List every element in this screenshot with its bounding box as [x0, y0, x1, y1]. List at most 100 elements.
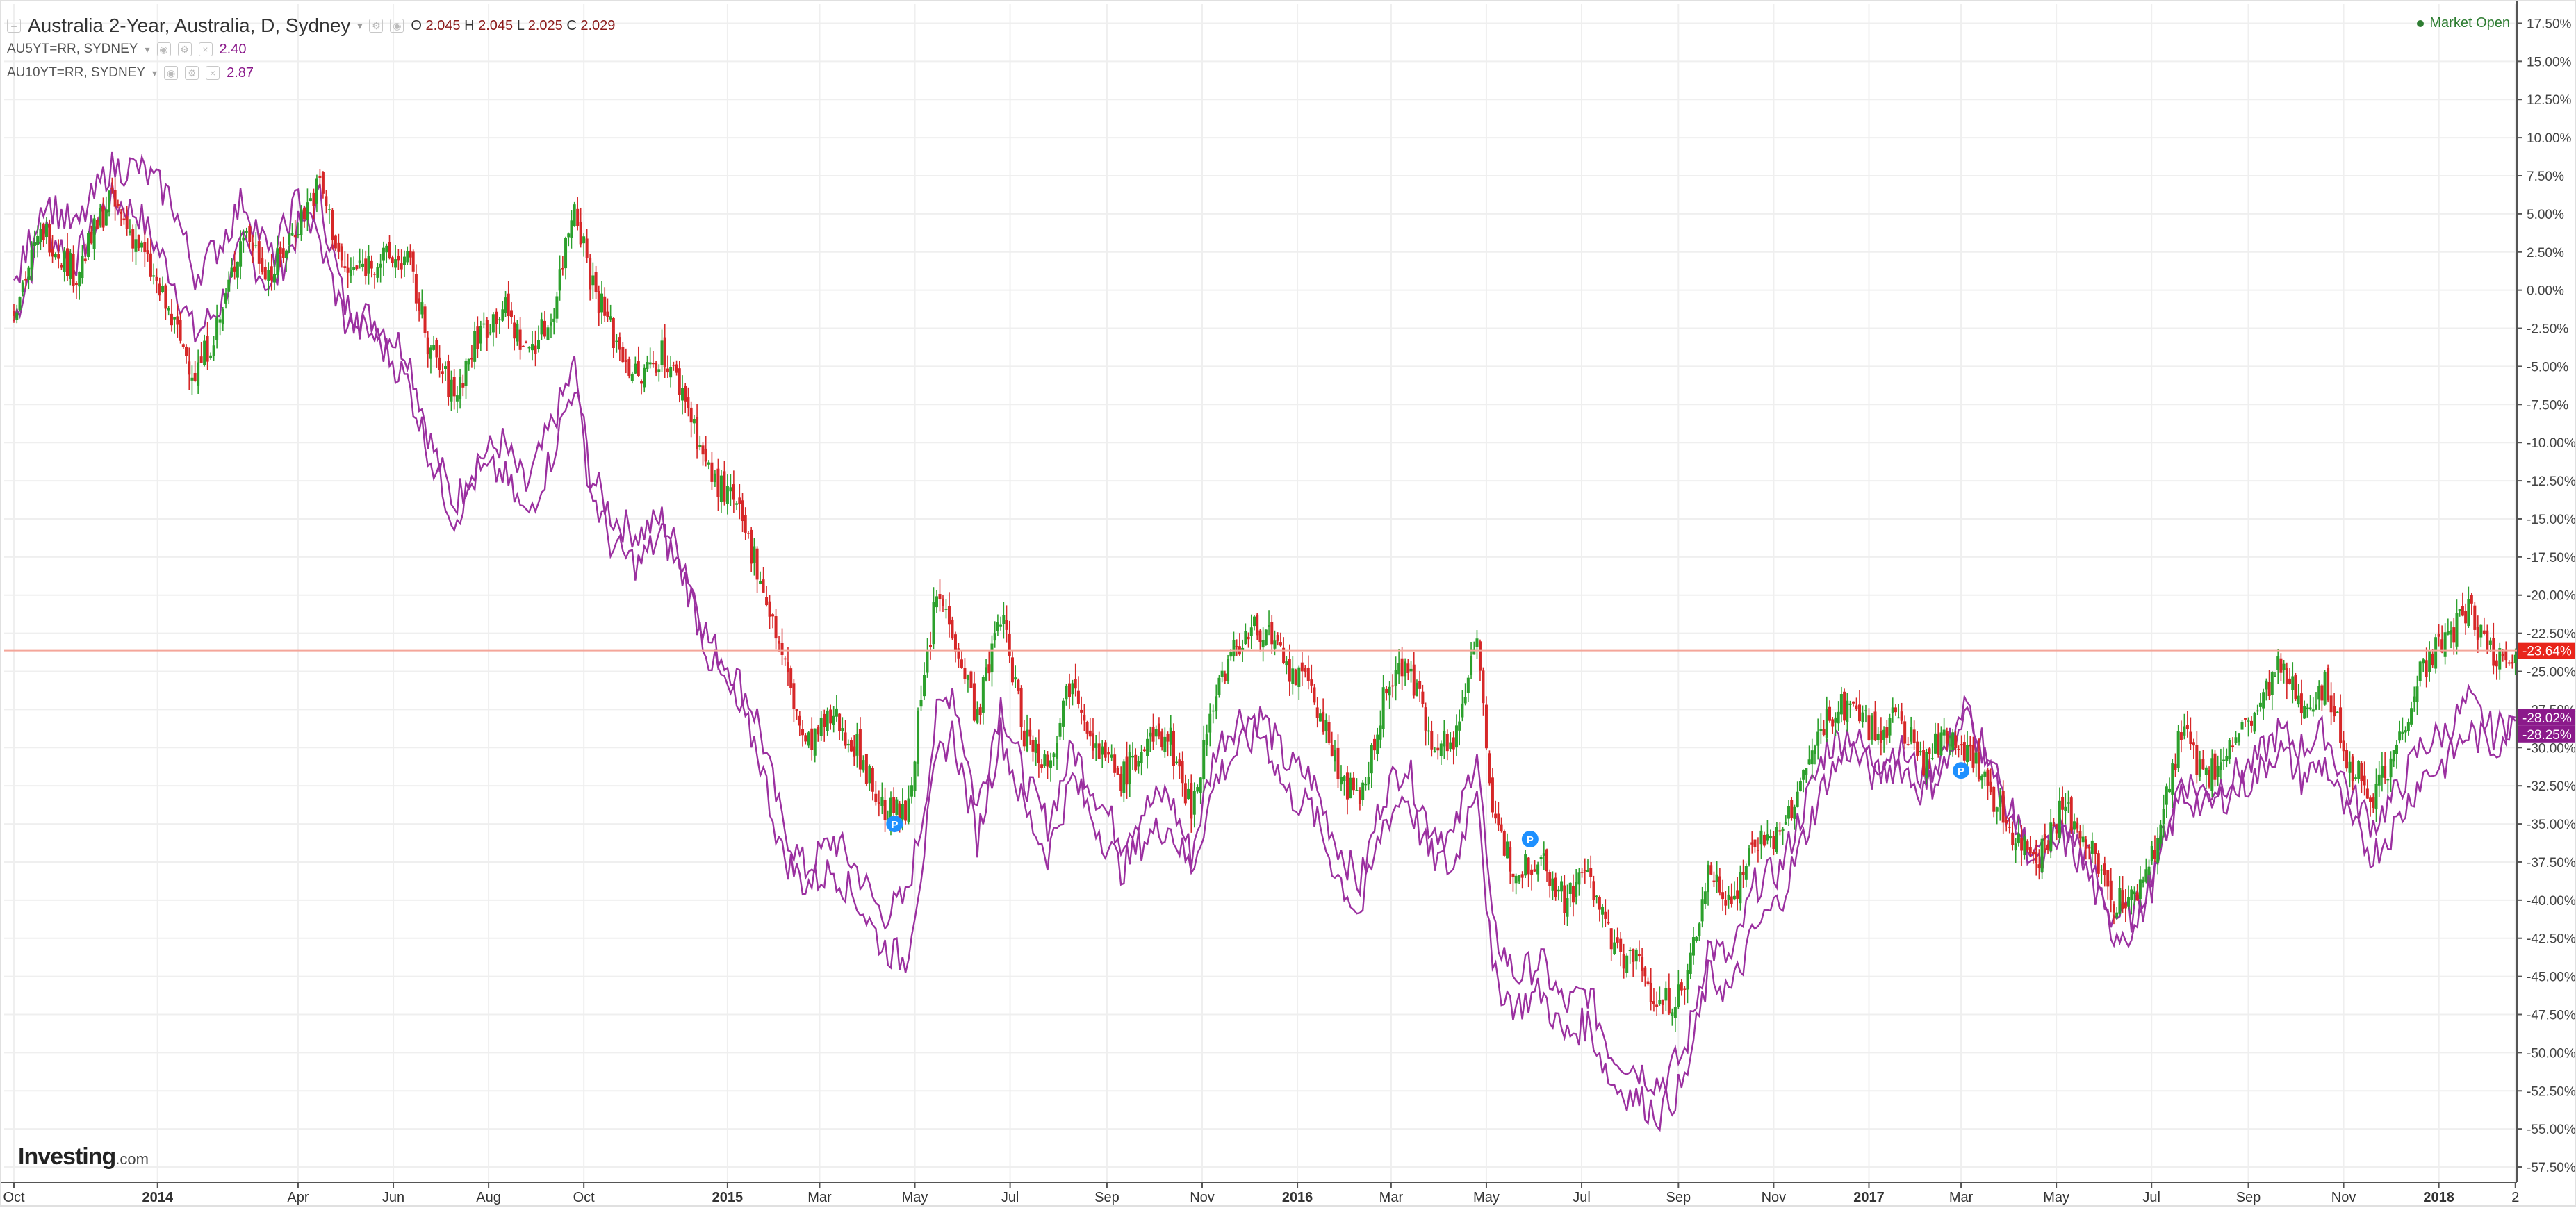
chevron-down-icon[interactable]: ▾: [357, 20, 363, 31]
candle-body: [1888, 718, 1892, 736]
candle-body: [1586, 870, 1590, 872]
candle-body: [1568, 882, 1572, 894]
candle-body: [1306, 667, 1310, 681]
candle-body: [810, 728, 814, 750]
candle-body: [2216, 766, 2220, 777]
candle-body: [1502, 831, 1506, 856]
candle-body: [1839, 694, 1843, 715]
settings-icon[interactable]: ⚙: [369, 19, 384, 33]
candle-body: [464, 361, 468, 386]
candle-body: [2401, 731, 2404, 734]
candle-body: [1220, 670, 1224, 677]
candle-body: [367, 256, 370, 274]
candle-body: [1175, 761, 1179, 763]
candle-body: [2115, 912, 2119, 918]
candle-body: [382, 247, 385, 261]
compare-series-line: [13, 151, 2516, 1132]
candle-body: [651, 363, 655, 365]
candle-body: [1577, 872, 1581, 885]
candle-body: [2282, 663, 2286, 670]
candle-body: [1140, 752, 1143, 763]
chevron-down-icon[interactable]: ▾: [145, 44, 150, 55]
candle-body: [2069, 797, 2073, 831]
candle-body: [2094, 843, 2097, 855]
candle-body: [1058, 722, 1062, 737]
candle-body: [334, 235, 337, 249]
collapse-icon[interactable]: –: [7, 19, 21, 33]
candle-body: [849, 740, 853, 752]
candle-body: [2228, 740, 2231, 759]
candle-body: [1870, 715, 1873, 740]
close-icon[interactable]: ×: [198, 42, 213, 56]
chart-legend: – Australia 2-Year, Australia, D, Sydney…: [7, 14, 615, 85]
candle-body: [1261, 640, 1265, 648]
candle-body: [233, 266, 236, 272]
candle-body: [640, 381, 643, 384]
candle-body: [370, 260, 373, 269]
candle-body: [2250, 720, 2254, 726]
compare-symbol-label[interactable]: AU10YT=RR, SYDNEY: [7, 65, 146, 80]
candle-body: [2404, 730, 2407, 733]
candle-body: [1062, 700, 1065, 727]
candle-body: [72, 254, 75, 286]
candle-body: [221, 309, 224, 325]
candle-body: [2467, 599, 2470, 627]
candle-body: [1689, 952, 1692, 974]
candle-body: [978, 707, 982, 715]
candle-body: [1925, 752, 1928, 779]
candle-body: [300, 209, 303, 235]
candle-body: [2513, 654, 2517, 663]
candle-body: [1427, 730, 1430, 732]
candle-body: [2311, 709, 2315, 712]
candle-body: [1616, 937, 1619, 943]
candle-body: [2195, 745, 2199, 775]
candle-body: [2473, 605, 2477, 630]
candle-body: [1339, 777, 1343, 785]
candle-body: [2285, 668, 2288, 684]
main-symbol-label[interactable]: Australia 2-Year, Australia, D, Sydney: [28, 15, 351, 36]
candle-body: [1828, 706, 1832, 721]
candle-body: [2201, 759, 2205, 770]
candle-body: [318, 176, 322, 178]
candle-body: [1373, 738, 1377, 751]
candle-body: [1137, 761, 1140, 767]
candle-body: [1718, 876, 1721, 893]
candle-body: [1406, 663, 1410, 673]
settings-icon[interactable]: ⚙: [185, 66, 199, 80]
candle-body: [99, 208, 102, 226]
candle-body: [1475, 638, 1479, 647]
candle-body: [1802, 769, 1805, 780]
candle-body: [1966, 745, 1969, 763]
eye-icon[interactable]: ◉: [164, 66, 179, 80]
candle-body: [1412, 664, 1416, 696]
compare-symbol-label[interactable]: AU5YT=RR, SYDNEY: [7, 42, 138, 56]
candle-body: [1910, 727, 1913, 742]
candle-body: [1488, 753, 1491, 784]
candle-body: [2133, 891, 2136, 895]
candle-body: [361, 263, 364, 267]
eye-icon[interactable]: ◉: [156, 42, 171, 56]
candle-body: [558, 269, 561, 291]
x-tick-label: Nov: [1190, 1190, 1215, 1205]
eye-icon[interactable]: ◉: [390, 19, 404, 33]
candle-body: [646, 361, 649, 370]
close-icon[interactable]: ×: [206, 66, 220, 80]
candle-body: [1076, 690, 1080, 704]
candle-body: [1388, 686, 1391, 696]
candle-body: [1989, 781, 1992, 793]
investing-logo[interactable]: Investing.com: [18, 1143, 149, 1170]
candle-body: [1345, 772, 1349, 800]
candle-body: [1825, 709, 1828, 738]
candle-body: [1043, 754, 1047, 766]
candle-body: [227, 279, 231, 292]
candle-body: [725, 486, 729, 504]
candle-body: [648, 362, 652, 365]
candle-body: [284, 250, 288, 258]
candle-body: [470, 358, 473, 360]
chevron-down-icon[interactable]: ▾: [152, 67, 158, 78]
candle-body: [874, 793, 878, 802]
settings-icon[interactable]: ⚙: [177, 42, 192, 56]
candle-body: [1110, 754, 1113, 758]
candle-body: [495, 311, 498, 324]
